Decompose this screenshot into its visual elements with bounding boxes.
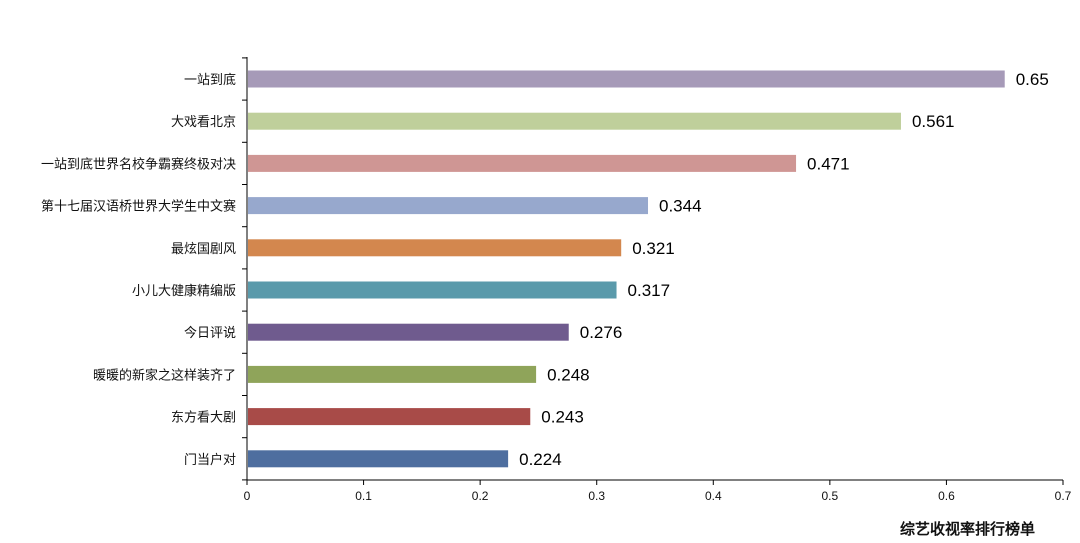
data-label: 0.321 xyxy=(632,239,675,258)
category-label: 第十七届汉语桥世界大学生中文赛 xyxy=(41,199,236,215)
data-label: 0.561 xyxy=(912,112,955,131)
chart-caption: 综艺收视率排行榜单 xyxy=(900,520,1035,538)
bar xyxy=(248,70,1005,88)
x-tick-label: 0.5 xyxy=(822,489,839,503)
bar xyxy=(248,323,569,341)
x-tick-label: 0.7 xyxy=(1055,489,1072,503)
category-label: 小儿大健康精编版 xyxy=(132,283,236,299)
x-tick-label: 0.6 xyxy=(938,489,955,503)
data-label: 0.344 xyxy=(659,197,702,216)
bar xyxy=(248,408,531,426)
category-label: 最炫国剧风 xyxy=(171,241,236,257)
x-tick-label: 0.3 xyxy=(588,489,605,503)
data-label: 0.248 xyxy=(547,365,590,384)
chart-axes xyxy=(242,57,1063,481)
category-label: 东方看大剧 xyxy=(171,410,236,426)
bar xyxy=(248,450,509,468)
x-axis-ticks: 0 0.1 0.2 0.3 0.4 0.5 0.6 0.7 xyxy=(244,480,1072,503)
x-tick-label: 0.4 xyxy=(705,489,722,503)
data-label: 0.276 xyxy=(580,323,623,342)
data-label: 0.224 xyxy=(519,450,562,469)
x-tick-label: 0.1 xyxy=(355,489,372,503)
data-label: 0.471 xyxy=(807,154,850,173)
bar xyxy=(248,197,649,215)
category-label: 暖暖的新家之这样装齐了 xyxy=(93,367,236,383)
category-labels: 一站到底大戏看北京一站到底世界名校争霸赛终极对决第十七届汉语桥世界大学生中文赛最… xyxy=(41,72,236,468)
bar xyxy=(248,281,617,299)
bar xyxy=(248,365,537,383)
bars-group xyxy=(248,70,1005,468)
category-label: 今日评说 xyxy=(184,325,236,341)
category-label: 一站到底 xyxy=(184,72,236,88)
bar xyxy=(248,154,797,172)
bar xyxy=(248,112,901,130)
category-label: 门当户对 xyxy=(184,452,236,468)
data-label: 0.65 xyxy=(1016,70,1049,89)
bar xyxy=(248,239,622,257)
x-tick-label: 0 xyxy=(244,489,251,503)
data-label: 0.317 xyxy=(628,281,671,300)
x-tick-label: 0.2 xyxy=(472,489,489,503)
category-label: 大戏看北京 xyxy=(171,114,236,130)
value-labels: 0.65 0.561 0.471 0.344 0.321 0.317 0.276 0.248 0… xyxy=(519,70,1049,469)
data-label: 0.243 xyxy=(541,408,584,427)
category-label: 一站到底世界名校争霸赛终极对决 xyxy=(41,156,236,172)
